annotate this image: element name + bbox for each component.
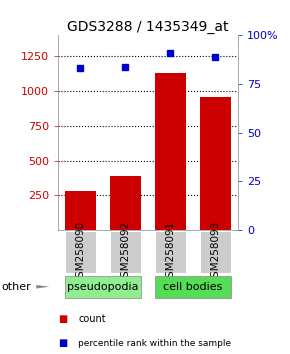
Text: count: count: [78, 314, 106, 324]
Text: GSM258092: GSM258092: [120, 221, 130, 284]
Text: cell bodies: cell bodies: [163, 282, 222, 292]
Bar: [65, 231, 96, 273]
Text: ■: ■: [58, 338, 67, 348]
Bar: [65, 275, 141, 298]
Title: GDS3288 / 1435349_at: GDS3288 / 1435349_at: [67, 21, 229, 34]
Text: other: other: [1, 282, 31, 292]
Text: GSM258090: GSM258090: [75, 221, 86, 284]
Text: pseudopodia: pseudopodia: [67, 282, 139, 292]
Text: percentile rank within the sample: percentile rank within the sample: [78, 339, 231, 348]
Bar: [110, 176, 141, 230]
Text: GSM258091: GSM258091: [165, 221, 175, 284]
Bar: [110, 231, 141, 273]
Bar: [200, 97, 231, 230]
Bar: [65, 191, 96, 230]
Bar: [155, 231, 186, 273]
Text: GSM258093: GSM258093: [210, 221, 220, 284]
Bar: [155, 275, 231, 298]
Bar: [155, 73, 186, 230]
Text: ■: ■: [58, 314, 67, 324]
Bar: [200, 231, 231, 273]
